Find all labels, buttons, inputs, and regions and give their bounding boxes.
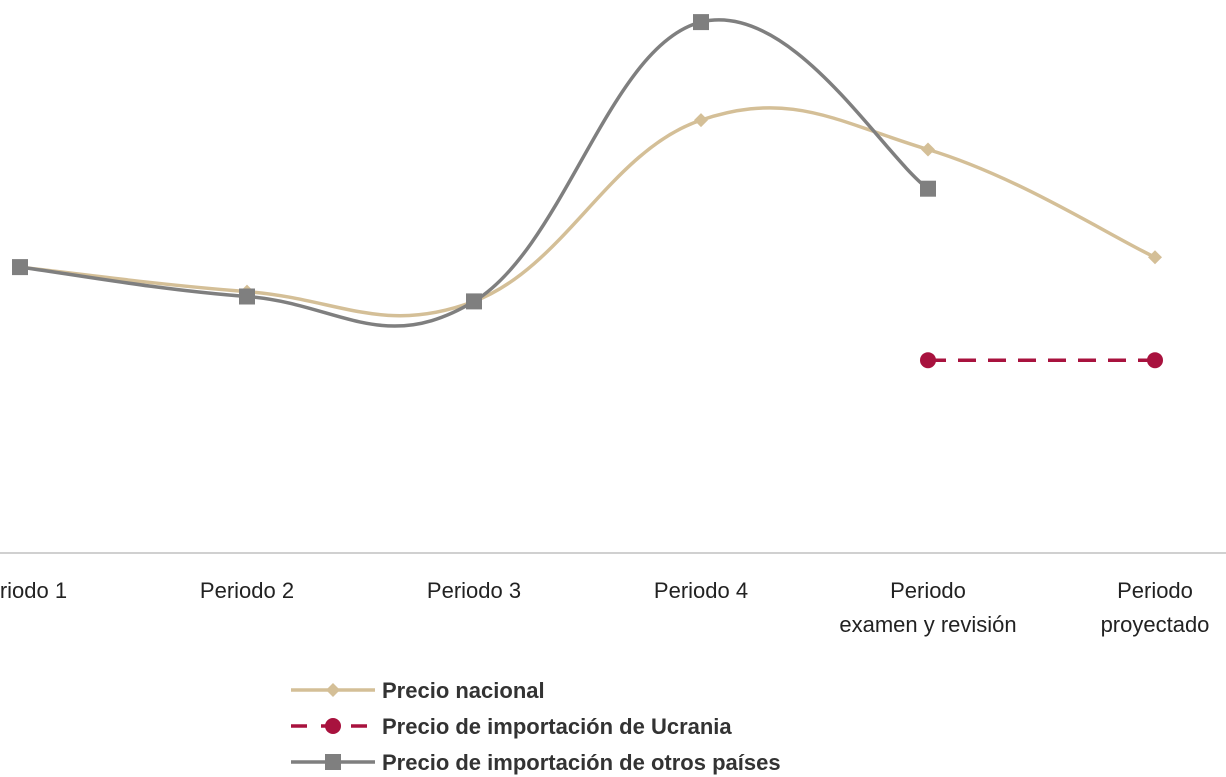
- series-1: [920, 352, 1163, 369]
- series-0: [13, 106, 1162, 318]
- data-point: [921, 142, 935, 157]
- legend: Precio nacional Precio de importación de …: [291, 678, 781, 775]
- data-point: [239, 288, 255, 305]
- x-tick-label: Periodo 3: [427, 578, 521, 603]
- x-tick-label: Periodo 4: [654, 578, 748, 603]
- data-point: [1147, 352, 1163, 369]
- data-point: [694, 113, 708, 128]
- x-tick-label: Periodo 2: [200, 578, 294, 603]
- legend-label: Precio de importación de Ucrania: [382, 714, 732, 739]
- series-layer: [12, 14, 1163, 369]
- x-tick-label: Periodo examen y revisión: [839, 578, 1016, 637]
- legend-label: Precio de importación de otros países: [382, 750, 781, 775]
- data-point: [466, 293, 482, 310]
- series-line: [19, 18, 930, 328]
- data-point: [693, 14, 709, 31]
- data-point: [1148, 250, 1162, 265]
- legend-swatch-marker: [325, 754, 341, 770]
- data-point: [920, 352, 936, 369]
- legend-swatch-marker: [325, 718, 341, 734]
- data-point: [920, 180, 936, 197]
- legend-swatch-marker: [326, 683, 340, 697]
- x-tick-label: Periodo proyectado: [1101, 578, 1210, 637]
- legend-item: Precio de importación de Ucrania: [291, 714, 732, 739]
- series-2: [12, 14, 936, 328]
- series-line: [19, 106, 1156, 318]
- x-tick-label: Periodo 1: [0, 578, 67, 603]
- x-tick-labels: Periodo 1 Periodo 2 Periodo 3 Periodo 4 Peri…: [0, 578, 1209, 637]
- legend-item: Precio nacional: [291, 678, 545, 703]
- legend-item: Precio de importación de otros países: [291, 750, 781, 775]
- data-point: [12, 259, 28, 276]
- legend-label: Precio nacional: [382, 678, 545, 703]
